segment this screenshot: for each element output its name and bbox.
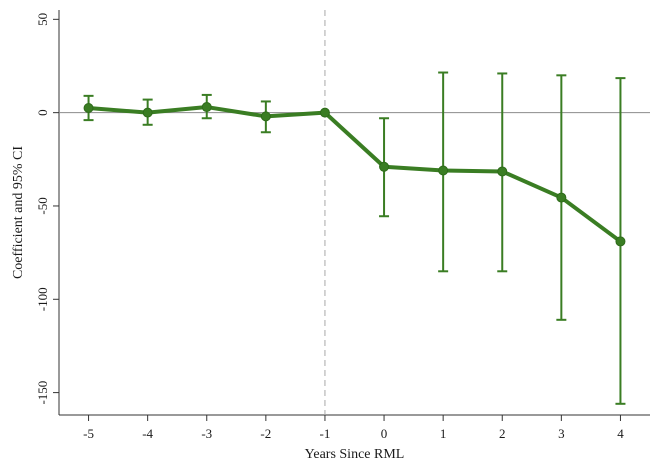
x-tick-label: -5 [83,426,94,441]
x-tick-label: 2 [499,426,506,441]
x-tick-label: -3 [201,426,212,441]
estimate-point [615,236,626,247]
estimate-points [83,102,626,247]
x-tick-label: -2 [260,426,271,441]
y-ticks: 50 0 -50 -100 -150 [35,13,59,405]
estimate-point [260,111,271,122]
estimate-point [319,107,330,118]
x-tick-label: -4 [142,426,153,441]
axes [58,10,650,416]
x-tick-label: 3 [558,426,565,441]
y-tick-label: 0 [35,109,50,116]
estimate-line [86,105,623,244]
x-axis-title: Years Since RML [305,447,405,462]
x-tick-label: 0 [381,426,388,441]
estimate-point [438,165,449,176]
y-tick-label: 50 [35,13,50,26]
x-tick-label: 4 [617,426,624,441]
estimate-point [201,102,212,113]
estimate-point [556,192,567,203]
x-tick-label: 1 [440,426,447,441]
y-tick-label: -50 [35,197,50,214]
x-tick-label: -1 [320,426,331,441]
x-ticks: -5 -4 -3 -2 -1 0 1 2 3 4 [83,415,624,441]
y-tick-label: -100 [35,287,50,311]
estimate-point [83,102,94,113]
estimate-point [379,161,390,172]
confidence-intervals [83,71,626,405]
estimate-point [142,107,153,118]
y-tick-label: -150 [35,381,50,405]
estimate-point [497,166,508,177]
estimate-line-group [86,105,623,244]
y-axis-title: Coefficient and 95% CI [11,146,26,279]
